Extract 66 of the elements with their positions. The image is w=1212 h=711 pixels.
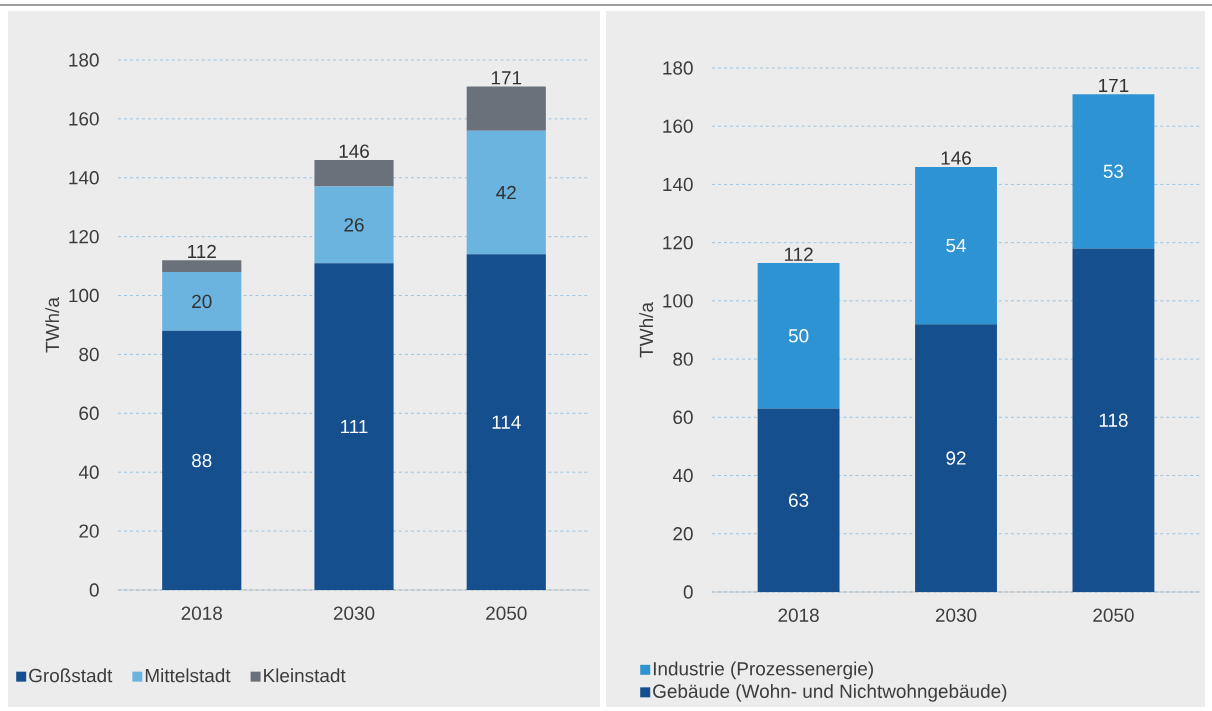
data-label: 92	[946, 451, 966, 465]
x-tick-label: 2030	[333, 606, 375, 620]
bar	[1072, 94, 1155, 249]
data-label: 111	[341, 420, 368, 434]
y-tick-label: 140	[69, 171, 99, 185]
x-tick-label: 2050	[1093, 608, 1134, 622]
y-axis-title: TWh/a	[639, 302, 654, 358]
x-tick-label: 2030	[935, 608, 977, 622]
y-tick-label: 160	[69, 112, 99, 126]
legend-label: Gebäude (Wohn- und Nichtwohngebäude)	[653, 684, 1007, 702]
legend-label: Mittelstadt	[145, 668, 231, 683]
bar	[162, 330, 242, 590]
y-tick-label: 180	[663, 61, 693, 75]
bar	[314, 263, 394, 590]
y-tick-label: 80	[79, 347, 99, 362]
bar	[466, 130, 546, 255]
legend-label: Großstadt	[29, 668, 113, 683]
bar	[757, 263, 840, 409]
bar	[915, 324, 997, 592]
y-tick-label: 20	[673, 527, 693, 541]
y-tick-label: 0	[89, 583, 99, 597]
data-label: 63	[789, 493, 809, 507]
bar	[314, 160, 394, 187]
x-tick-label: 2018	[181, 606, 222, 620]
total-label: 171	[491, 71, 522, 85]
bar	[915, 166, 997, 325]
data-label: 88	[192, 453, 212, 468]
bar	[1072, 248, 1155, 592]
x-tick-label: 2018	[778, 608, 819, 622]
y-tick-label: 120	[69, 229, 99, 244]
y-tick-label: 40	[672, 468, 693, 483]
total-label: 146	[339, 144, 369, 158]
y-tick-label: 0	[683, 585, 693, 599]
bar	[466, 86, 546, 131]
bar	[314, 186, 394, 264]
x-tick-label: 2050	[486, 606, 527, 620]
y-axis-title: TWh/a	[45, 297, 60, 353]
y-tick-label: 40	[78, 465, 99, 479]
data-label: 54	[946, 238, 966, 253]
y-tick-label: 60	[79, 406, 99, 421]
y-tick-label: 160	[663, 119, 693, 133]
total-label: 112	[188, 244, 216, 259]
legend-label: Industrie (Prozessenergie)	[653, 661, 873, 680]
y-tick-label: 140	[663, 177, 693, 192]
bar	[757, 408, 840, 592]
data-label: 20	[192, 294, 212, 309]
data-label: 50	[788, 329, 809, 343]
y-tick-label: 60	[673, 410, 693, 425]
y-tick-label: 100	[663, 294, 693, 308]
total-label: 146	[941, 151, 971, 165]
total-label: 112	[784, 247, 813, 261]
bar	[162, 260, 242, 272]
y-tick-label: 80	[673, 352, 693, 366]
bar	[466, 254, 546, 590]
y-tick-label: 120	[663, 235, 693, 250]
data-label: 42	[496, 185, 516, 200]
data-label: 53	[1103, 164, 1124, 179]
legend-label: Kleinstadt	[264, 668, 346, 683]
data-label: 26	[344, 218, 364, 232]
bar	[162, 271, 242, 331]
y-tick-label: 180	[69, 53, 99, 67]
data-label: 114	[492, 415, 521, 429]
total-label: 171	[1099, 78, 1129, 92]
data-label: 118	[1099, 413, 1128, 427]
y-tick-label: 100	[69, 288, 99, 303]
y-tick-label: 20	[79, 524, 99, 538]
